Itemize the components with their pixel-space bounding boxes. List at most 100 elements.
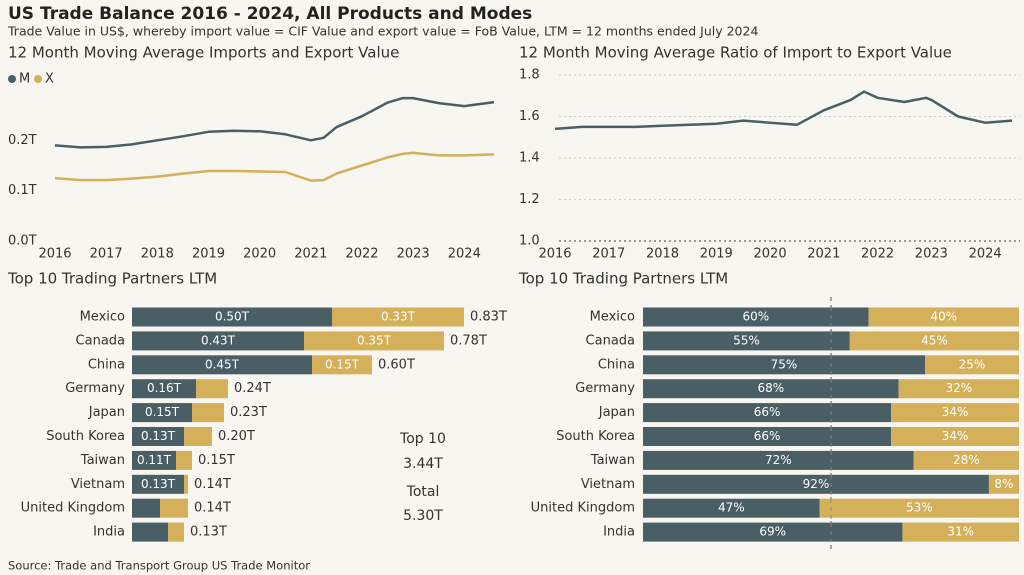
category-label: Japan — [88, 405, 125, 420]
bar-segment — [891, 427, 1019, 446]
bar-segment — [643, 427, 892, 446]
bar-segment — [192, 403, 224, 423]
value-label: 60% — [742, 310, 769, 324]
bar-segment — [132, 307, 332, 327]
value-label: 8% — [994, 477, 1013, 491]
category-label: United Kingdom — [21, 501, 125, 516]
category-label: Canada — [76, 333, 125, 348]
chart-title: 12 Month Moving Average Imports and Expo… — [8, 44, 399, 62]
bar-segment — [643, 522, 903, 542]
bar-segment — [643, 403, 892, 423]
annotation: 3.44T — [403, 456, 443, 472]
value-label: 0.50T — [215, 310, 250, 324]
bar-segment — [176, 450, 192, 470]
page-subtitle: Trade Value in US$, whereby import value… — [7, 24, 758, 39]
bar-segment — [643, 379, 899, 399]
category-label: China — [88, 357, 125, 372]
x-tick-label: 2022 — [345, 247, 378, 262]
legend-label: X — [45, 72, 54, 87]
y-tick-label: 1.4 — [519, 151, 540, 166]
chart-title: Top 10 Trading Partners LTM — [7, 270, 217, 288]
bar-segment — [902, 522, 1019, 542]
category-label: Germany — [575, 381, 635, 396]
bar-segment — [643, 355, 925, 375]
series-line — [554, 90, 1013, 131]
bar-segment — [160, 498, 188, 518]
category-label: Mexico — [590, 310, 635, 325]
value-label: 45% — [921, 333, 948, 347]
category-label: South Korea — [556, 429, 635, 444]
bar-segment — [132, 498, 160, 518]
x-tick-label: 2018 — [141, 247, 174, 262]
bar-segment — [184, 474, 188, 494]
total-label: 0.13T — [190, 525, 227, 540]
bar-segment — [643, 331, 850, 351]
value-label: 55% — [733, 333, 760, 347]
annotation: Total — [406, 484, 440, 500]
total-label: 0.24T — [234, 381, 271, 396]
value-label: 75% — [771, 357, 798, 371]
bar-segment — [132, 474, 184, 494]
bar-segment — [132, 355, 312, 375]
x-tick-label: 2023 — [397, 247, 430, 262]
bar-segment — [925, 355, 1019, 375]
category-label: Germany — [65, 381, 125, 396]
x-tick-label: 2018 — [646, 247, 679, 262]
value-label: 0.11T — [137, 453, 172, 467]
bar-segment — [132, 427, 184, 446]
legend-label: M — [19, 72, 30, 87]
x-tick-label: 2024 — [969, 247, 1002, 262]
bar-segment — [849, 331, 1019, 351]
total-label: 0.20T — [218, 429, 255, 444]
category-label: Japan — [598, 405, 635, 420]
category-label: India — [93, 525, 125, 540]
bar-segment — [132, 450, 176, 470]
page-title: US Trade Balance 2016 - 2024, All Produc… — [8, 4, 532, 24]
chart-title: Top 10 Trading Partners LTM — [518, 270, 728, 288]
x-tick-label: 2016 — [538, 247, 571, 262]
value-label: 32% — [946, 381, 973, 395]
value-label: 0.15T — [325, 357, 360, 371]
x-tick-label: 2020 — [243, 247, 276, 262]
value-label: 0.15T — [145, 405, 180, 419]
category-label: China — [598, 357, 635, 372]
y-tick-label: 1.8 — [519, 68, 540, 83]
category-label: Vietnam — [71, 477, 125, 492]
value-label: 0.35T — [357, 333, 392, 347]
bar-segment — [643, 498, 820, 518]
value-label: 66% — [754, 429, 781, 443]
bar-segment — [643, 307, 869, 327]
bar-segment — [643, 474, 989, 494]
y-tick-label: 1.6 — [519, 109, 540, 124]
bar-segment — [819, 498, 1019, 518]
bar-segment — [643, 450, 914, 470]
category-label: Canada — [586, 333, 635, 348]
x-tick-label: 2017 — [592, 247, 625, 262]
value-label: 40% — [930, 310, 957, 324]
bar-segment — [132, 379, 196, 399]
bar-segment — [891, 403, 1019, 423]
value-label: 92% — [803, 477, 830, 491]
value-label: 69% — [759, 525, 786, 539]
value-label: 0.16T — [147, 381, 182, 395]
total-label: 0.83T — [470, 310, 507, 325]
total-label: 0.78T — [450, 333, 487, 348]
bar-segment — [304, 331, 444, 351]
value-label: 0.43T — [201, 333, 236, 347]
annotation: Top 10 — [399, 431, 446, 447]
x-tick-label: 2021 — [807, 247, 840, 262]
series-line — [54, 96, 495, 149]
annotation: 5.30T — [403, 508, 443, 524]
x-tick-label: 2024 — [448, 247, 481, 262]
value-label: 72% — [765, 453, 792, 467]
y-tick-label: 0.1T — [8, 183, 37, 198]
value-label: 68% — [758, 381, 785, 395]
y-tick-label: 0.2T — [8, 133, 37, 148]
legend-swatch — [34, 75, 42, 83]
category-label: South Korea — [46, 429, 125, 444]
bar-segment — [332, 307, 464, 327]
value-label: 25% — [959, 357, 986, 371]
bar-segment — [196, 379, 228, 399]
bar-segment — [913, 450, 1019, 470]
